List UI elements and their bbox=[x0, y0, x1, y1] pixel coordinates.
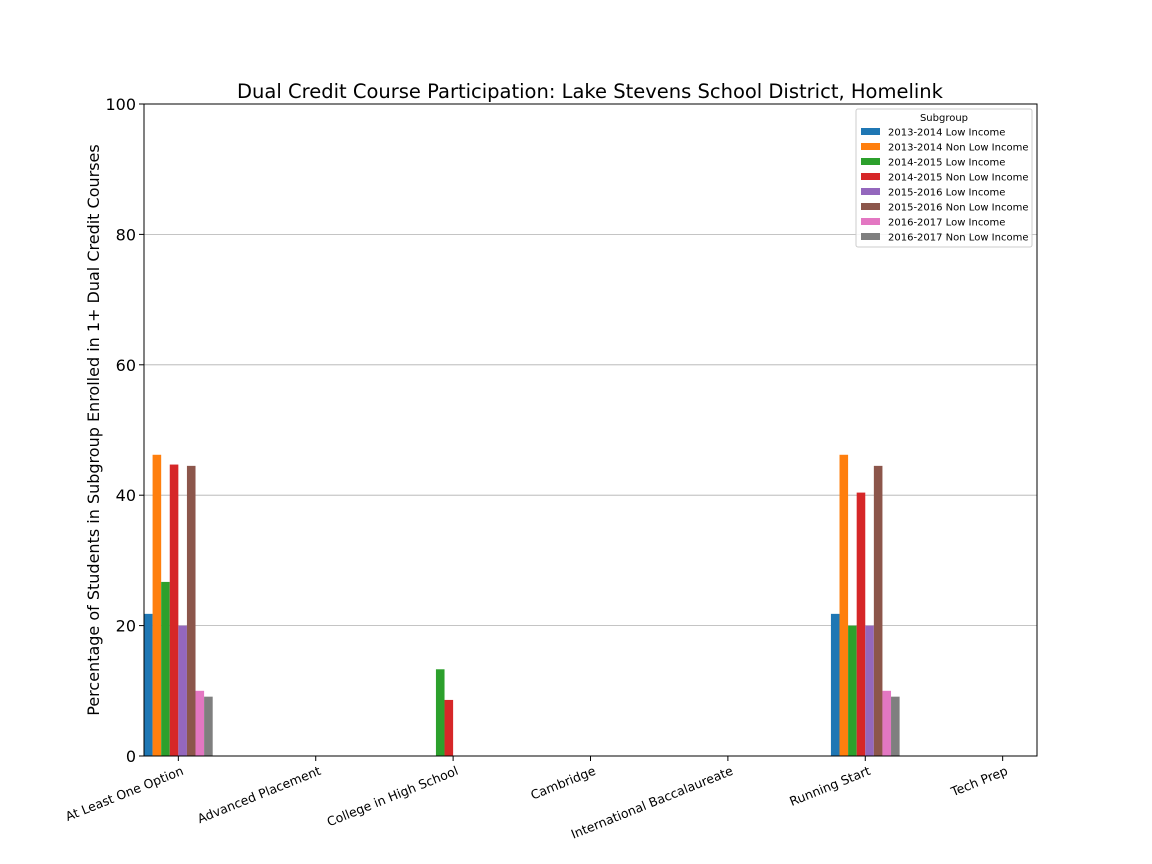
legend-label: 2016-2017 Non Low Income bbox=[888, 233, 1028, 244]
legend: Subgroup 2013-2014 Low Income 2013-2014 N… bbox=[855, 108, 1033, 248]
legend-swatch bbox=[861, 188, 880, 195]
legend-swatch bbox=[861, 128, 880, 135]
legend-label: 2013-2014 Low Income bbox=[888, 128, 1005, 139]
legend-label: 2014-2015 Non Low Income bbox=[888, 173, 1028, 184]
y-tick-label: 100 bbox=[105, 95, 136, 114]
legend-label: 2014-2015 Low Income bbox=[888, 158, 1005, 169]
y-tick-label: 80 bbox=[116, 225, 136, 244]
legend-items: 2013-2014 Low Income 2013-2014 Non Low In… bbox=[861, 128, 1028, 244]
legend-swatch bbox=[861, 218, 880, 225]
bars bbox=[144, 454, 900, 756]
legend-label: 2015-2016 Low Income bbox=[888, 188, 1005, 199]
bar bbox=[169, 464, 179, 756]
bar bbox=[204, 696, 213, 756]
bar bbox=[891, 696, 900, 756]
legend-swatch bbox=[861, 143, 880, 150]
legend-swatch bbox=[861, 158, 880, 165]
y-axis-label: Percentage of Students in Subgroup Enrol… bbox=[84, 144, 103, 715]
y-axis-ticks: 0 20 40 60 80 100 bbox=[105, 95, 144, 766]
bar bbox=[839, 454, 849, 756]
bar bbox=[882, 690, 892, 756]
y-tick-label: 60 bbox=[116, 356, 136, 375]
bar bbox=[830, 613, 840, 756]
gridlines bbox=[144, 233, 1037, 626]
bar bbox=[144, 613, 153, 756]
bar bbox=[152, 454, 162, 756]
bar bbox=[195, 690, 205, 756]
chart-title: Dual Credit Course Participation: Lake S… bbox=[237, 80, 944, 103]
bar bbox=[856, 492, 866, 756]
bar bbox=[865, 625, 874, 756]
y-tick-label: 40 bbox=[116, 486, 136, 505]
legend-swatch bbox=[861, 203, 880, 210]
y-tick-label: 0 bbox=[126, 747, 136, 766]
bar bbox=[186, 465, 196, 756]
legend-swatch bbox=[861, 173, 880, 180]
legend-title: Subgroup bbox=[920, 113, 968, 124]
bar bbox=[873, 465, 883, 756]
legend-swatch bbox=[861, 233, 880, 240]
legend-label: 2013-2014 Non Low Income bbox=[888, 143, 1028, 154]
y-tick-label: 20 bbox=[116, 617, 136, 636]
bar bbox=[435, 669, 445, 756]
bar bbox=[848, 625, 857, 756]
legend-label: 2015-2016 Non Low Income bbox=[888, 203, 1028, 214]
bar bbox=[178, 625, 187, 756]
legend-box bbox=[855, 108, 1033, 248]
bar bbox=[444, 699, 454, 756]
bar bbox=[161, 581, 170, 756]
legend-label: 2016-2017 Low Income bbox=[888, 218, 1005, 229]
